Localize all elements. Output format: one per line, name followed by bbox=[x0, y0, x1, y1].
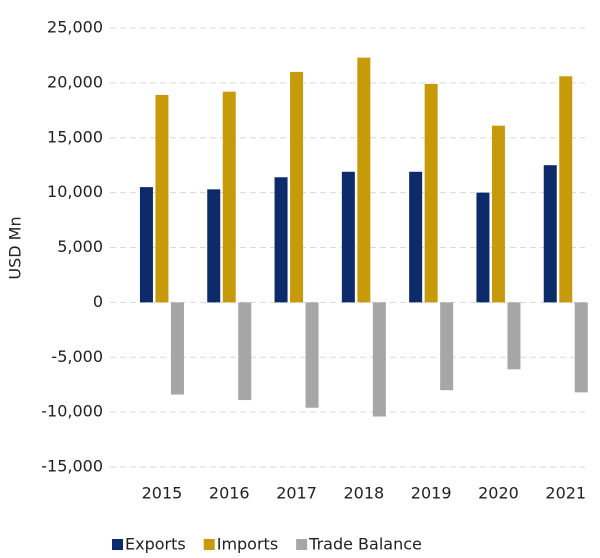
legend-label: Trade Balance bbox=[308, 535, 422, 554]
y-axis-label: USD Mn bbox=[6, 216, 25, 279]
bar bbox=[170, 302, 184, 395]
bar bbox=[440, 302, 454, 391]
x-tick-label: 2021 bbox=[545, 484, 586, 503]
bar bbox=[543, 165, 557, 303]
bar bbox=[409, 171, 423, 303]
y-tick-label: -5,000 bbox=[51, 347, 103, 366]
bar bbox=[424, 83, 438, 303]
bar bbox=[357, 57, 371, 303]
bar bbox=[507, 302, 521, 370]
bar bbox=[139, 187, 153, 303]
legend-swatch bbox=[112, 539, 123, 550]
legend-swatch bbox=[296, 539, 308, 550]
y-tick-label: 25,000 bbox=[47, 18, 103, 37]
bar bbox=[491, 125, 505, 303]
bar bbox=[207, 189, 221, 303]
bar bbox=[574, 302, 588, 393]
legend-label: Exports bbox=[125, 535, 186, 554]
y-tick-label: 10,000 bbox=[47, 182, 103, 201]
bar bbox=[274, 177, 288, 303]
y-tick-label: -15,000 bbox=[41, 457, 103, 476]
bar bbox=[559, 76, 573, 303]
bar bbox=[341, 171, 355, 303]
bar bbox=[222, 91, 236, 303]
x-tick-label: 2018 bbox=[343, 484, 384, 503]
y-tick-label: 15,000 bbox=[47, 127, 103, 146]
legend-swatch bbox=[203, 539, 215, 550]
y-tick-label: 5,000 bbox=[57, 237, 103, 256]
bar bbox=[290, 71, 304, 303]
y-tick-label: 0 bbox=[93, 292, 103, 311]
bar bbox=[155, 94, 169, 303]
y-tick-label: 20,000 bbox=[47, 72, 103, 91]
x-tick-label: 2015 bbox=[142, 484, 183, 503]
bar bbox=[372, 302, 386, 417]
y-tick-label: -10,000 bbox=[41, 402, 103, 421]
x-tick-label: 2019 bbox=[411, 484, 452, 503]
x-tick-label: 2016 bbox=[209, 484, 250, 503]
bar bbox=[305, 302, 319, 408]
legend-label: Imports bbox=[217, 535, 278, 554]
x-tick-label: 2020 bbox=[478, 484, 519, 503]
bar bbox=[238, 302, 252, 401]
x-tick-label: 2017 bbox=[276, 484, 317, 503]
bar bbox=[476, 192, 490, 303]
